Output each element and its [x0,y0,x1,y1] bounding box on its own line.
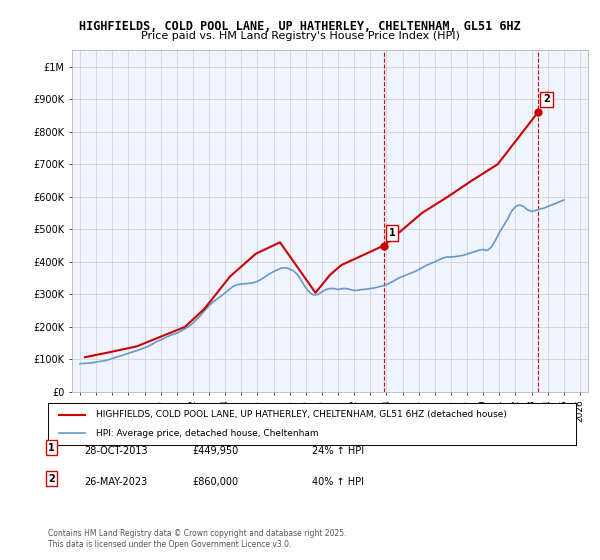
Text: 40% ↑ HPI: 40% ↑ HPI [312,477,364,487]
Text: 2: 2 [48,474,55,484]
Text: 2: 2 [543,95,550,105]
Text: £449,950: £449,950 [192,446,238,456]
Text: HIGHFIELDS, COLD POOL LANE, UP HATHERLEY, CHELTENHAM, GL51 6HZ: HIGHFIELDS, COLD POOL LANE, UP HATHERLEY… [79,20,521,32]
Text: 1: 1 [48,443,55,453]
Text: Price paid vs. HM Land Registry's House Price Index (HPI): Price paid vs. HM Land Registry's House … [140,31,460,41]
Text: 1: 1 [389,228,395,238]
Text: HIGHFIELDS, COLD POOL LANE, UP HATHERLEY, CHELTENHAM, GL51 6HZ (detached house): HIGHFIELDS, COLD POOL LANE, UP HATHERLEY… [95,410,506,419]
Text: £860,000: £860,000 [192,477,238,487]
Text: 24% ↑ HPI: 24% ↑ HPI [312,446,364,456]
Text: 26-MAY-2023: 26-MAY-2023 [84,477,147,487]
Text: 28-OCT-2013: 28-OCT-2013 [84,446,148,456]
Text: Contains HM Land Registry data © Crown copyright and database right 2025.
This d: Contains HM Land Registry data © Crown c… [48,529,347,549]
Text: HPI: Average price, detached house, Cheltenham: HPI: Average price, detached house, Chel… [95,429,318,438]
